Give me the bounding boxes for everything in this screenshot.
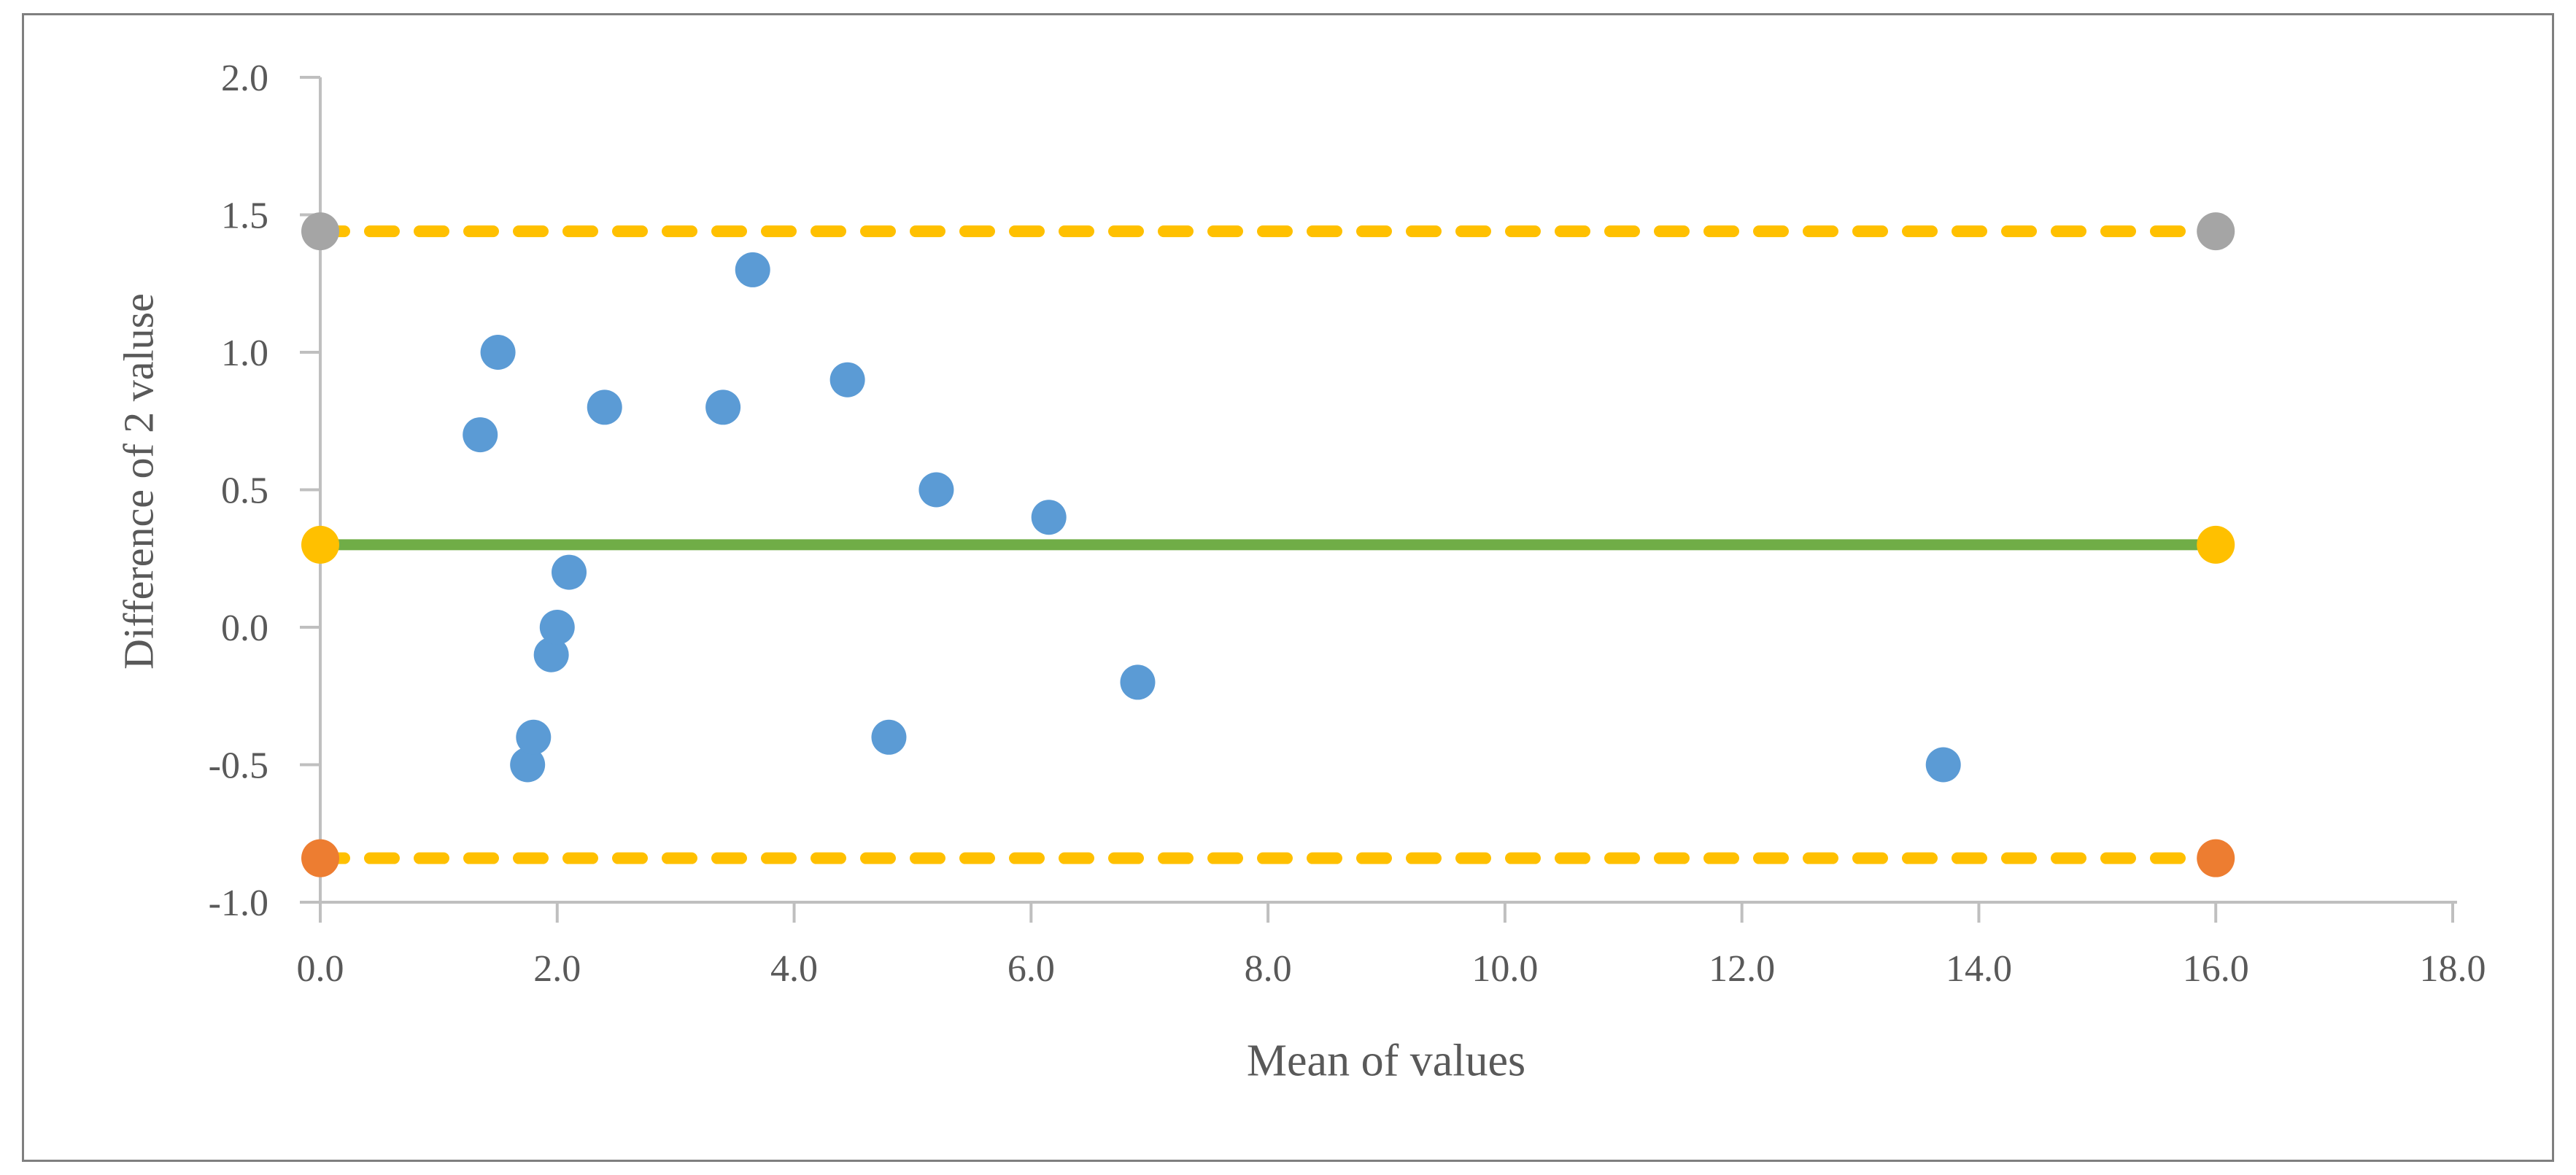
x-tick-label: 18.0 <box>2420 948 2486 990</box>
scatter-point <box>871 719 907 755</box>
x-tick-label: 16.0 <box>2183 948 2249 990</box>
scatter-point <box>705 389 741 425</box>
lower-limit-line-endpoint <box>301 839 339 877</box>
scatter-point <box>1925 747 1961 783</box>
chart-border <box>22 13 2554 1162</box>
y-axis-title: Difference of 2 valuse <box>115 293 163 670</box>
x-tick-label: 6.0 <box>1007 948 1055 990</box>
upper-limit-line-endpoint <box>2197 212 2235 251</box>
y-tick-label: 0.0 <box>221 608 268 649</box>
y-tick-label: 2.0 <box>221 58 268 99</box>
scatter-point <box>829 362 865 398</box>
y-tick-label: -0.5 <box>209 745 268 787</box>
lower-limit-line-endpoint <box>2197 839 2235 877</box>
x-tick-label: 8.0 <box>1245 948 1292 990</box>
scatter-point <box>587 389 622 425</box>
scatter-point <box>463 417 498 453</box>
scatter-point <box>918 472 954 508</box>
y-tick-label: -1.0 <box>209 883 268 924</box>
x-tick-label: 0.0 <box>297 948 344 990</box>
x-tick-label: 2.0 <box>533 948 581 990</box>
y-tick-label: 0.5 <box>221 470 268 512</box>
scatter-point <box>480 335 516 370</box>
mean-line-endpoint <box>2197 525 2235 564</box>
x-tick-label: 10.0 <box>1471 948 1538 990</box>
scatter-point <box>510 747 546 783</box>
upper-limit-line-endpoint <box>301 212 339 251</box>
x-axis-title: Mean of values <box>1246 1036 1526 1086</box>
scatter-point <box>516 719 552 755</box>
scatter-point <box>539 610 575 645</box>
scatter-point <box>533 637 569 672</box>
x-tick-label: 4.0 <box>770 948 818 990</box>
mean-line-endpoint <box>301 525 339 564</box>
scatter-point <box>1120 664 1156 700</box>
x-tick-label: 14.0 <box>1946 948 2012 990</box>
x-tick-label: 12.0 <box>1709 948 1775 990</box>
scatter-point <box>1031 500 1067 535</box>
y-tick-label: 1.5 <box>221 195 268 237</box>
scatter-point <box>735 252 770 287</box>
scatter-point <box>552 554 587 590</box>
y-tick-label: 1.0 <box>221 333 268 374</box>
